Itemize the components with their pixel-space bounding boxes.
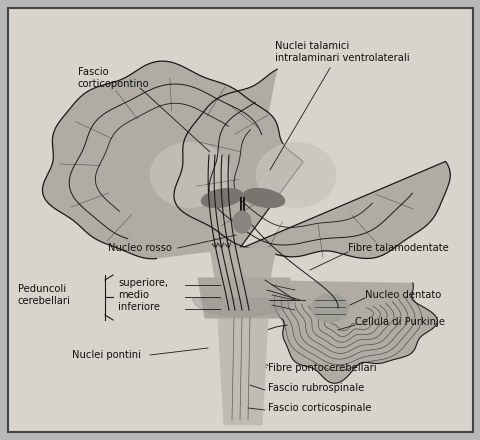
Text: Cellula di Purkinje: Cellula di Purkinje xyxy=(354,317,444,327)
Ellipse shape xyxy=(311,294,348,322)
Polygon shape xyxy=(198,278,289,318)
Text: Nuclei pontini: Nuclei pontini xyxy=(72,350,141,360)
Ellipse shape xyxy=(150,143,229,208)
Text: Peduncoli
cerebellari: Peduncoli cerebellari xyxy=(18,284,71,306)
Text: Nuclei talamici
intralaminari ventrolaterali: Nuclei talamici intralaminari ventrolate… xyxy=(275,41,409,63)
Polygon shape xyxy=(217,318,267,425)
Text: Nucleo rosso: Nucleo rosso xyxy=(108,243,171,253)
Polygon shape xyxy=(258,280,436,383)
Polygon shape xyxy=(210,248,276,278)
Ellipse shape xyxy=(201,188,242,208)
Ellipse shape xyxy=(255,143,336,208)
Text: Fascio
corticopontino: Fascio corticopontino xyxy=(78,67,149,89)
Text: Nucleo dentato: Nucleo dentato xyxy=(364,290,440,300)
Ellipse shape xyxy=(232,211,251,233)
Ellipse shape xyxy=(243,188,284,208)
Polygon shape xyxy=(174,69,449,258)
Text: Fibre talamodentate: Fibre talamodentate xyxy=(347,243,448,253)
Text: superiore,
medio
inferiore: superiore, medio inferiore xyxy=(118,279,168,312)
Polygon shape xyxy=(42,61,302,259)
Text: Fibre pontocerebellari: Fibre pontocerebellari xyxy=(267,363,376,373)
Text: Fascio rubrospinale: Fascio rubrospinale xyxy=(267,383,363,393)
Text: Fascio corticospinale: Fascio corticospinale xyxy=(267,403,371,413)
